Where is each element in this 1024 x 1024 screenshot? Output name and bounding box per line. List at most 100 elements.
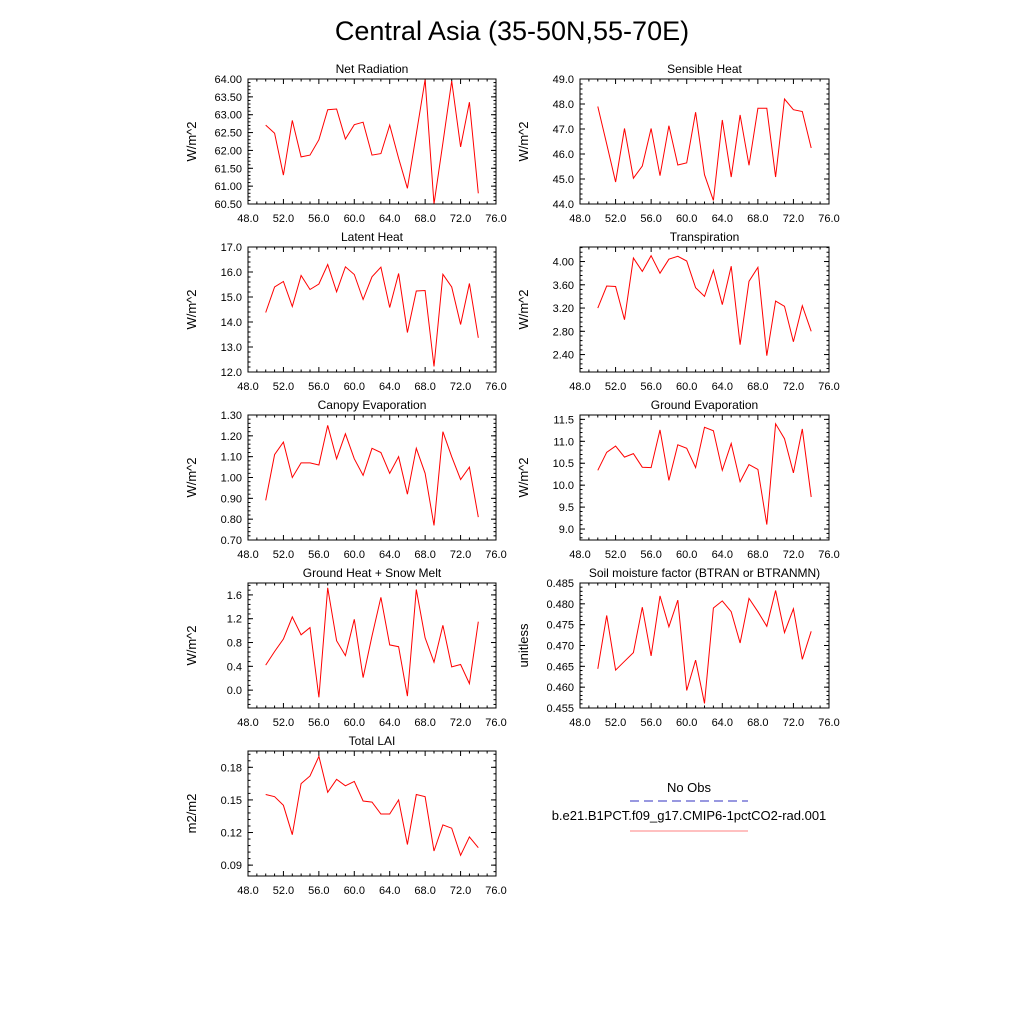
y-tick-label: 10.0 [553,480,574,492]
y-tick-label: 0.18 [221,762,242,774]
y-tick-label: 48.0 [553,99,574,111]
y-tick-label: 0.09 [221,860,242,872]
x-tick-label: 48.0 [569,381,590,393]
y-tick-label: 0.8 [227,638,242,650]
panel-1: Net Radiation W/m^2 48.0 52.0 56.0 60.0 64.0 68… [184,62,507,225]
series-line-1 [597,254,812,356]
y-axis-label: W/m^2 [184,457,199,497]
x-tick-label: 52.0 [273,549,294,561]
x-tick-label: 60.0 [344,885,365,897]
y-tick-label: 16.0 [221,267,242,279]
y-tick-label: 60.50 [214,199,242,211]
y-tick-label: 0.4 [227,661,242,673]
x-tick-label: 72.0 [450,885,471,897]
x-tick-label: 52.0 [273,213,294,225]
x-tick-label: 56.0 [308,213,329,225]
y-tick-label: 9.0 [559,524,574,536]
x-tick-label: 64.0 [712,717,733,729]
y-tick-label: 0.480 [546,599,574,611]
plot-frame [579,246,830,373]
y-tick-label: 2.40 [553,350,574,362]
y-tick-label: 49.0 [553,74,574,86]
x-tick-label: 64.0 [712,213,733,225]
y-axis-label: m2/m2 [184,794,199,834]
panel-title: Sensible Heat [667,62,742,76]
x-tick-label: 56.0 [640,381,661,393]
y-tick-label: 62.00 [214,145,242,157]
y-axis-label: W/m^2 [516,289,531,329]
plot-frame [247,750,497,877]
panel-2: Sensible Heat W/m^2 48.0 52.0 56.0 60.0 64.0 68… [516,62,840,225]
x-tick-label: 52.0 [273,717,294,729]
x-tick-label: 68.0 [414,549,435,561]
x-tick-label: 56.0 [640,717,661,729]
x-tick-label: 60.0 [676,549,697,561]
panel-3: Latent Heat W/m^2 48.0 52.0 56.0 60.0 64.0 68.0… [184,230,507,393]
x-tick-label: 60.0 [676,381,697,393]
x-tick-label: 76.0 [485,381,506,393]
series-line-1 [597,590,812,704]
x-tick-label: 56.0 [640,213,661,225]
x-tick-label: 64.0 [379,717,400,729]
y-tick-label: 10.5 [553,458,574,470]
legend: No Obs b.e21.B1PCT.f09_g17.CMIP6-1pctCO2… [552,780,827,832]
x-tick-label: 48.0 [569,717,590,729]
y-tick-label: 64.00 [214,74,242,86]
y-tick-label: 0.12 [221,828,242,840]
x-tick-label: 68.0 [414,717,435,729]
x-tick-label: 60.0 [344,213,365,225]
legend-label-model: b.e21.B1PCT.f09_g17.CMIP6-1pctCO2-rad.00… [552,808,827,823]
y-tick-label: 0.465 [546,661,574,673]
plot-frame [247,582,497,709]
x-tick-label: 72.0 [450,213,471,225]
x-tick-label: 64.0 [379,549,400,561]
x-tick-label: 56.0 [640,549,661,561]
y-axis-label: W/m^2 [184,625,199,665]
y-tick-label: 13.0 [221,342,242,354]
x-tick-label: 56.0 [308,549,329,561]
x-tick-label: 76.0 [485,549,506,561]
x-tick-label: 72.0 [783,549,804,561]
panel-6: Ground Evaporation W/m^2 48.0 52.0 56.0 60.0 6… [516,398,840,561]
plot-frame [579,582,830,709]
y-axis-label: unitless [516,623,531,668]
panel-title: Total LAI [349,734,396,748]
x-tick-label: 76.0 [818,549,839,561]
y-tick-label: 3.20 [553,303,574,315]
panel-title: Canopy Evaporation [318,398,427,412]
y-tick-label: 15.0 [221,292,242,304]
y-axis-label: W/m^2 [516,457,531,497]
y-tick-label: 11.0 [553,436,574,448]
x-tick-label: 64.0 [379,213,400,225]
y-tick-label: 61.50 [214,163,242,175]
x-tick-label: 72.0 [450,381,471,393]
x-tick-label: 72.0 [783,213,804,225]
legend-label-obs: No Obs [667,780,712,795]
series-line-1 [265,79,479,205]
x-tick-label: 68.0 [747,549,768,561]
series-line-1 [597,422,812,525]
x-tick-label: 76.0 [485,717,506,729]
x-tick-label: 52.0 [605,381,626,393]
y-tick-label: 46.0 [553,149,574,161]
y-tick-label: 4.00 [553,257,574,269]
x-tick-label: 52.0 [605,213,626,225]
x-tick-label: 68.0 [747,717,768,729]
figure-title: Central Asia (35-50N,55-70E) [335,16,689,46]
y-tick-label: 0.455 [546,703,574,715]
x-tick-label: 48.0 [237,885,258,897]
x-tick-label: 60.0 [344,717,365,729]
y-tick-label: 62.50 [214,128,242,140]
x-tick-label: 52.0 [273,381,294,393]
x-tick-label: 48.0 [569,213,590,225]
y-tick-label: 14.0 [221,317,242,329]
x-tick-label: 60.0 [344,549,365,561]
x-tick-label: 64.0 [379,381,400,393]
series-line-1 [265,263,479,367]
x-tick-label: 76.0 [818,213,839,225]
plot-frame [247,414,497,541]
x-tick-label: 56.0 [308,885,329,897]
y-tick-label: 0.0 [227,685,242,697]
panel-5: Canopy Evaporation W/m^2 48.0 52.0 56.0 60.0 6… [184,398,507,561]
